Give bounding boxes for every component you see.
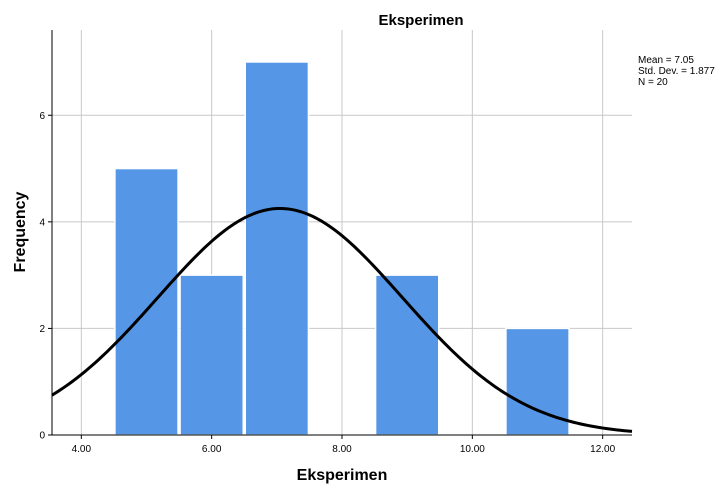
x-axis-label: Eksperimen	[297, 467, 388, 484]
histogram-bars	[114, 61, 570, 436]
histogram-bar-2	[179, 274, 244, 436]
x-tick-label: 8.00	[332, 444, 352, 455]
normal-curve	[51, 206, 633, 433]
y-tick-label: 6	[39, 111, 45, 122]
tick-labels: 4.00 6.00 8.00 10.00 12.00 0 2 4 6	[39, 111, 615, 455]
x-tick-label: 4.00	[72, 444, 92, 455]
chart-title: Eksperimen	[378, 12, 463, 29]
stat-std-dev: Std. Dev. = 1.877	[638, 66, 715, 77]
axes	[48, 30, 632, 439]
x-tick-label: 6.00	[202, 444, 222, 455]
x-tick-label: 10.00	[460, 444, 485, 455]
y-tick-label: 2	[39, 324, 45, 335]
histogram-bar-4	[374, 274, 440, 436]
x-tick-label: 12.00	[590, 444, 615, 455]
stat-mean: Mean = 7.05	[638, 55, 694, 66]
stats-box: Mean = 7.05 Std. Dev. = 1.877 N = 20	[638, 55, 715, 88]
histogram-bar-1	[114, 167, 179, 436]
y-axis-label: Frequency	[12, 191, 29, 272]
y-tick-label: 4	[39, 217, 45, 228]
normal-curve-layer	[51, 206, 633, 433]
y-tick-label: 0	[39, 431, 45, 442]
stat-n: N = 20	[638, 77, 668, 88]
histogram-bar-3	[244, 61, 310, 436]
